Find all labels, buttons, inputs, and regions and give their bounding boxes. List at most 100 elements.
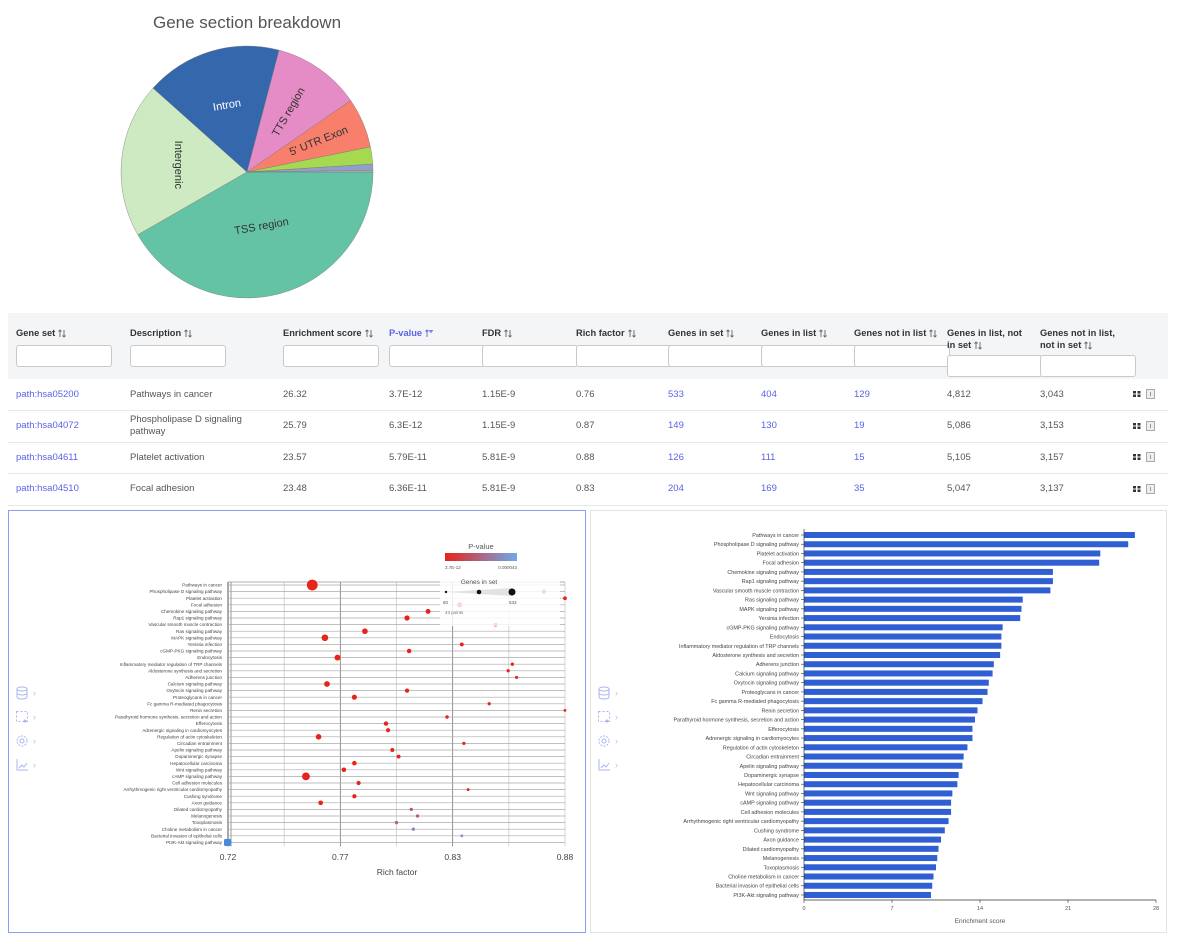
- sort-icon[interactable]: [364, 329, 373, 338]
- column-filter-input[interactable]: [668, 345, 764, 367]
- cell-in-list-not-in-set: 5,105: [947, 451, 971, 463]
- right-panel-sidebar: › › › ›: [597, 681, 627, 777]
- table-row[interactable]: path:hsa05200 Pathways in cancer 26.32 3.7E…: [8, 379, 1168, 411]
- column-header-label[interactable]: FDR: [482, 327, 568, 341]
- dot-plot-panel[interactable]: [8, 510, 586, 933]
- cell-genes-not-in-list[interactable]: 15: [854, 451, 865, 463]
- cell-enrichment-score: 25.79: [283, 420, 307, 432]
- column-title: P-value: [389, 328, 423, 338]
- column-header[interactable]: FDR: [474, 313, 578, 379]
- chart-menu-button[interactable]: ›: [15, 753, 45, 777]
- database-icon: [598, 686, 610, 700]
- pie-slice-label: Intron: [212, 97, 242, 114]
- cell-genes-not-in-list[interactable]: 19: [854, 420, 865, 432]
- column-filter-input[interactable]: [1040, 355, 1136, 377]
- data-menu-button[interactable]: ›: [597, 681, 627, 705]
- column-header[interactable]: Genes in set: [660, 313, 764, 379]
- sort-icon[interactable]: [819, 329, 828, 338]
- column-header[interactable]: Genes in list: [753, 313, 857, 379]
- cell-gene-set[interactable]: path:hsa05200: [16, 388, 79, 400]
- selection-menu-button[interactable]: ›: [597, 705, 627, 729]
- table-header-row: Gene set Description Enrichment score P-val…: [8, 313, 1168, 379]
- settings-menu-button[interactable]: ›: [15, 729, 45, 753]
- cell-genes-in-set[interactable]: 533: [668, 388, 684, 400]
- column-header-label[interactable]: Enrichment score: [283, 327, 381, 341]
- column-header-label[interactable]: Rich factor: [576, 327, 660, 341]
- cell-fdr: 1.15E-9: [482, 388, 516, 400]
- cell-genes-in-list[interactable]: 130: [761, 420, 777, 432]
- column-title: Enrichment score: [283, 328, 362, 338]
- column-filter-input[interactable]: [283, 345, 379, 367]
- details-icon[interactable]: [1146, 388, 1155, 399]
- column-title: Description: [130, 328, 182, 338]
- column-header-label[interactable]: Genes in list: [761, 327, 846, 341]
- selection-menu-button[interactable]: ›: [15, 705, 45, 729]
- grid-view-icon[interactable]: [1133, 453, 1141, 461]
- column-title: Genes not in list: [854, 328, 927, 338]
- cell-gene-set[interactable]: path:hsa04611: [16, 451, 79, 463]
- details-icon[interactable]: [1146, 420, 1155, 431]
- column-header-label[interactable]: Genes in set: [668, 327, 753, 341]
- grid-view-icon[interactable]: [1133, 390, 1141, 398]
- column-filter-input[interactable]: [576, 345, 672, 367]
- cell-p-value: 5.79E-11: [389, 451, 427, 463]
- table-row[interactable]: path:hsa04072 Phospholipase D signaling p…: [8, 411, 1168, 442]
- column-header-label[interactable]: Description: [130, 327, 275, 341]
- sort-icon[interactable]: [627, 329, 636, 338]
- column-header[interactable]: Rich factor: [568, 313, 672, 379]
- column-filter-input[interactable]: [130, 345, 226, 367]
- column-filter-input[interactable]: [947, 355, 1043, 377]
- column-header-label[interactable]: Genes not in list: [854, 327, 939, 341]
- table-row[interactable]: path:hsa04510 Focal adhesion 23.48 6.36E-11…: [8, 474, 1168, 505]
- column-header-label[interactable]: Genes in list, not in set: [947, 327, 1032, 351]
- column-header[interactable]: Gene set: [8, 313, 122, 379]
- sort-icon[interactable]: [504, 329, 512, 338]
- column-header[interactable]: Description: [122, 313, 275, 379]
- chart-icon: [598, 759, 610, 771]
- sort-icon[interactable]: [58, 329, 67, 338]
- cell-genes-in-set[interactable]: 126: [668, 451, 684, 463]
- column-header[interactable]: Genes not in list, not in set: [1032, 313, 1136, 379]
- column-filter-input[interactable]: [482, 345, 578, 367]
- sort-icon[interactable]: [726, 329, 735, 338]
- cell-genes-in-set[interactable]: 149: [668, 420, 684, 432]
- sort-icon[interactable]: [974, 341, 983, 350]
- cell-genes-not-in-list[interactable]: 129: [854, 388, 870, 400]
- sort-icon[interactable]: [1084, 341, 1093, 350]
- row-actions: [1125, 379, 1168, 411]
- column-header[interactable]: P-value: [381, 313, 485, 379]
- table-row[interactable]: path:hsa04611 Platelet activation 23.57 5.7…: [8, 442, 1168, 474]
- grid-view-icon[interactable]: [1133, 485, 1141, 493]
- column-header[interactable]: Genes not in list: [846, 313, 950, 379]
- cell-description: Focal adhesion: [130, 483, 195, 495]
- details-icon[interactable]: [1146, 452, 1155, 463]
- column-filter-input[interactable]: [16, 345, 112, 367]
- details-icon[interactable]: [1146, 483, 1155, 494]
- sort-icon[interactable]: [929, 329, 938, 338]
- chart-menu-button[interactable]: ›: [597, 753, 627, 777]
- cell-gene-set[interactable]: path:hsa04510: [16, 483, 79, 495]
- cell-genes-in-list[interactable]: 404: [761, 388, 777, 400]
- column-filter-input[interactable]: [761, 345, 857, 367]
- column-header[interactable]: Genes in list, not in set: [939, 313, 1043, 379]
- cell-enrichment-score: 23.48: [283, 483, 307, 495]
- cell-genes-in-list[interactable]: 111: [761, 451, 776, 463]
- cell-genes-in-list[interactable]: 169: [761, 483, 777, 495]
- cell-description: Platelet activation: [130, 451, 205, 463]
- sort-icon[interactable]: [425, 329, 434, 338]
- cell-genes-in-set[interactable]: 204: [668, 483, 684, 495]
- cell-not-in-list-not-in-set: 3,157: [1040, 451, 1064, 463]
- column-header-label[interactable]: Gene set: [16, 327, 122, 341]
- column-filter-input[interactable]: [854, 345, 950, 367]
- cell-genes-not-in-list[interactable]: 35: [854, 483, 865, 495]
- sort-icon[interactable]: [184, 329, 192, 338]
- cell-gene-set[interactable]: path:hsa04072: [16, 420, 79, 432]
- bar-chart-panel[interactable]: [590, 510, 1167, 933]
- grid-view-icon[interactable]: [1133, 422, 1141, 430]
- column-header-label[interactable]: P-value: [389, 327, 474, 341]
- settings-menu-button[interactable]: ›: [597, 729, 627, 753]
- column-header-label[interactable]: Genes not in list, not in set: [1040, 327, 1125, 351]
- data-menu-button[interactable]: ›: [15, 681, 45, 705]
- column-header[interactable]: Enrichment score: [275, 313, 381, 379]
- column-filter-input[interactable]: [389, 345, 485, 367]
